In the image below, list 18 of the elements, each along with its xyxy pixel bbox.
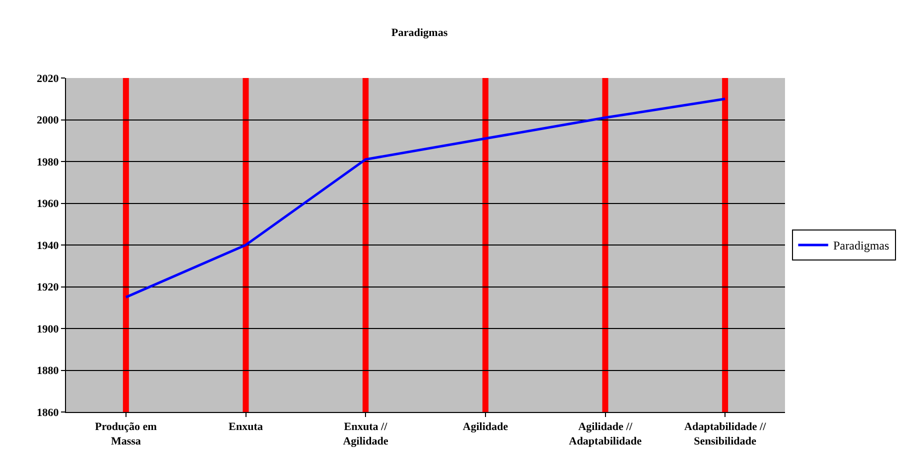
x-tick-label: Enxuta // Agilidade [342, 421, 388, 448]
y-tick-label: 1900 [36, 323, 60, 336]
legend-label: Paradigmas [833, 238, 890, 253]
y-tick-label: 1920 [36, 282, 60, 294]
x-tick-label: Adaptabilidade // Sensibilidade [684, 421, 767, 448]
x-tick-label: Enxuta [228, 421, 264, 434]
line-series [124, 98, 726, 298]
y-tick-label: 1960 [36, 198, 60, 210]
x-tick-label: Agilidade [462, 421, 508, 434]
x-tick-label: Produção em Massa [95, 421, 157, 448]
y-tick-label: 1860 [36, 406, 60, 419]
chart-title: Paradigmas [391, 26, 448, 39]
y-tick-label: 2020 [36, 72, 60, 85]
y-tick-label: 1980 [36, 156, 60, 168]
y-tick-label: 2000 [36, 114, 60, 127]
y-tick-label: 1880 [36, 365, 60, 378]
y-tick-label: 1940 [36, 240, 60, 252]
x-tick-label: Agilidade // Adaptabilidade [568, 421, 642, 448]
